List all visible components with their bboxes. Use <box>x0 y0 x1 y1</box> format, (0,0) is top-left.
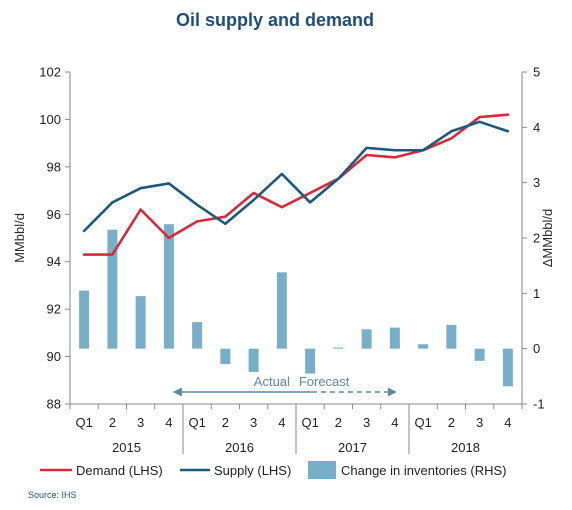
x-tick-label: 4 <box>391 415 398 430</box>
actual-label: Actual <box>254 374 290 389</box>
inventory-bar <box>79 290 90 349</box>
demand-line <box>82 113 510 256</box>
right-axis-title: ΔMMbbl/d <box>540 209 555 268</box>
bar-layer <box>79 224 513 387</box>
x-tick-label: 3 <box>476 415 483 430</box>
left-tick-label: 98 <box>47 159 61 174</box>
chart-title: Oil supply and demand <box>176 10 374 30</box>
inventory-bar <box>220 348 231 365</box>
axis-layer: 88 90 92 94 96 98 100 102 -1 0 1 2 3 4 5 MMbbl/d ΔMMbbl/… <box>12 65 555 456</box>
x-tick-label: 3 <box>363 415 370 430</box>
left-axis-title: MMbbl/d <box>12 213 27 263</box>
inventory-bar <box>163 224 174 349</box>
legend-layer: Demand (LHS) Supply (LHS) Change in invent… <box>40 461 506 479</box>
left-tick-label: 88 <box>47 397 61 412</box>
inventory-bar <box>361 329 372 349</box>
inventory-bar <box>107 229 118 349</box>
x-tick-label: 2 <box>448 415 455 430</box>
inventory-bar <box>276 272 287 349</box>
legend-supply-label: Supply (LHS) <box>214 463 291 478</box>
x-tick-label: 2 <box>335 415 342 430</box>
right-tick-label: 2 <box>533 231 540 246</box>
supply-line <box>82 120 510 233</box>
x-tick-label: Q1 <box>188 415 205 430</box>
inventory-bar <box>502 348 513 387</box>
left-tick-label: 96 <box>47 207 61 222</box>
line-layer <box>82 113 510 256</box>
inventory-bar <box>333 347 344 349</box>
left-tick-label: 94 <box>47 254 61 269</box>
right-tick-label: -1 <box>533 397 545 412</box>
right-tick-label: 3 <box>533 175 540 190</box>
x-tick-label: 4 <box>278 415 285 430</box>
inventory-bar <box>135 296 146 349</box>
legend-inventory-swatch <box>308 461 336 479</box>
forecast-arrow-head <box>387 387 397 397</box>
inventory-bar <box>305 348 316 374</box>
x-tick-label: Q1 <box>75 415 92 430</box>
left-tick-label: 90 <box>47 349 61 364</box>
annotation-layer: Actual Forecast <box>172 374 397 397</box>
x-tick-label: 4 <box>165 415 172 430</box>
year-label: 2016 <box>225 440 254 455</box>
legend-demand-label: Demand (LHS) <box>76 463 163 478</box>
inventory-bar <box>474 348 485 361</box>
left-tick-label: 92 <box>47 302 61 317</box>
forecast-label: Forecast <box>299 374 350 389</box>
inventory-bar <box>192 322 203 349</box>
x-tick-label: 4 <box>504 415 511 430</box>
source-note: Source: IHS <box>28 490 77 500</box>
inventory-bar <box>446 324 457 349</box>
year-label: 2017 <box>338 440 367 455</box>
x-tick-label: 3 <box>250 415 257 430</box>
x-tick-label: 3 <box>137 415 144 430</box>
right-tick-label: 5 <box>533 65 540 80</box>
actual-arrow-head <box>172 387 182 397</box>
left-tick-label: 100 <box>39 112 61 127</box>
inventory-bar <box>389 327 400 349</box>
right-tick-label: 4 <box>533 120 540 135</box>
legend-inventory-label: Change in inventories (RHS) <box>341 463 506 478</box>
right-tick-label: 0 <box>533 341 540 356</box>
inventory-bar <box>418 344 429 349</box>
year-label: 2018 <box>451 440 480 455</box>
inventory-bar <box>248 348 259 372</box>
x-tick-label: Q1 <box>414 415 431 430</box>
left-tick-label: 102 <box>39 65 61 80</box>
x-tick-label: Q1 <box>301 415 318 430</box>
x-tick-label: 2 <box>222 415 229 430</box>
year-label: 2015 <box>112 440 141 455</box>
x-tick-label: 2 <box>109 415 116 430</box>
right-tick-label: 1 <box>533 286 540 301</box>
